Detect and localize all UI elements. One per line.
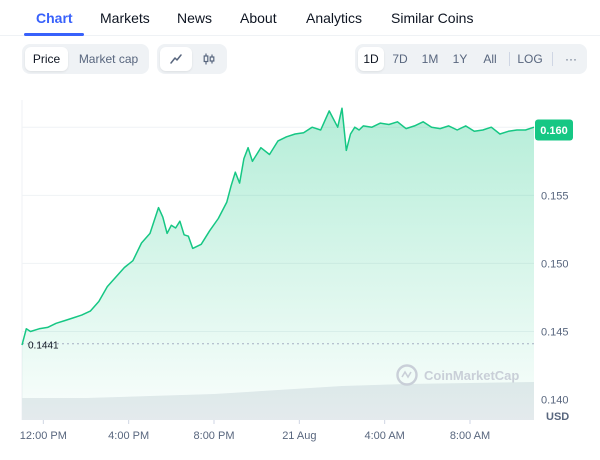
tab-news[interactable]: News: [177, 10, 213, 26]
range-1y-button[interactable]: 1Y: [452, 52, 468, 66]
x-tick-label: 21 Aug: [282, 430, 316, 442]
tab-analytics[interactable]: Analytics: [306, 10, 363, 26]
x-axis-ticks: 12:00 PM 4:00 PM 8:00 PM 21 Aug 4:00 AM 8:00 …: [20, 420, 490, 442]
price-button[interactable]: Price: [25, 47, 68, 71]
current-price-badge: [535, 119, 573, 141]
range-toolbar: 1D 7D 1M 1Y All LOG ···: [355, 44, 587, 74]
y-tick-label: 0.155: [541, 190, 569, 202]
active-tab-indicator: [24, 33, 84, 36]
price-area-fill: [22, 108, 534, 420]
coinmarketcap-logo-icon: [396, 364, 418, 386]
price-area: [22, 108, 534, 420]
currency-label: USD: [546, 411, 569, 423]
x-tick-label: 12:00 PM: [20, 430, 67, 442]
x-tick-label: 8:00 AM: [450, 430, 490, 442]
tab-about[interactable]: About: [240, 10, 277, 26]
candlestick-icon: [203, 53, 215, 65]
line-chart-icon: [170, 54, 182, 64]
open-price-line: 0.1441: [22, 341, 534, 352]
x-tick-label: 4:00 AM: [364, 430, 404, 442]
range-7d-button[interactable]: 7D: [392, 52, 408, 66]
chart-tabs: Chart Markets News About Analytics Simil…: [0, 0, 600, 36]
range-all-button[interactable]: All: [483, 52, 497, 66]
x-tick-label: 4:00 PM: [108, 430, 149, 442]
candlestick-button[interactable]: [193, 47, 225, 71]
x-tick-label: 8:00 PM: [194, 430, 235, 442]
line-chart-button[interactable]: [160, 47, 192, 71]
watermark-text: CoinMarketCap: [424, 368, 519, 383]
tab-chart[interactable]: Chart: [36, 10, 73, 26]
range-1d-button[interactable]: 1D: [358, 47, 384, 71]
toolbar-divider: [509, 52, 510, 66]
metric-toggle: Price Market cap: [22, 44, 149, 74]
log-scale-button[interactable]: LOG: [517, 52, 543, 66]
y-tick-label: 0.150: [541, 258, 569, 270]
more-options-button[interactable]: ···: [565, 52, 577, 66]
y-axis-ticks: 0.160 0.155 0.150 0.145 0.140: [541, 122, 569, 406]
tab-markets[interactable]: Markets: [100, 10, 150, 26]
open-price-label: 0.1441: [28, 341, 59, 352]
y-tick-label: 0.145: [541, 326, 569, 338]
price-line: [21, 107, 535, 346]
range-1m-button[interactable]: 1M: [421, 52, 439, 66]
y-tick-label: 0.140: [541, 395, 569, 407]
toolbar-divider: [552, 52, 553, 66]
current-price-label: 0.160: [540, 125, 568, 137]
price-series-line: [21, 107, 535, 346]
watermark: CoinMarketCap: [396, 364, 519, 386]
market-cap-button[interactable]: Market cap: [78, 52, 139, 66]
chart-type-toggle: [157, 44, 227, 74]
current-price-tag: 0.160: [535, 119, 573, 141]
tab-similar-coins[interactable]: Similar Coins: [391, 10, 474, 26]
